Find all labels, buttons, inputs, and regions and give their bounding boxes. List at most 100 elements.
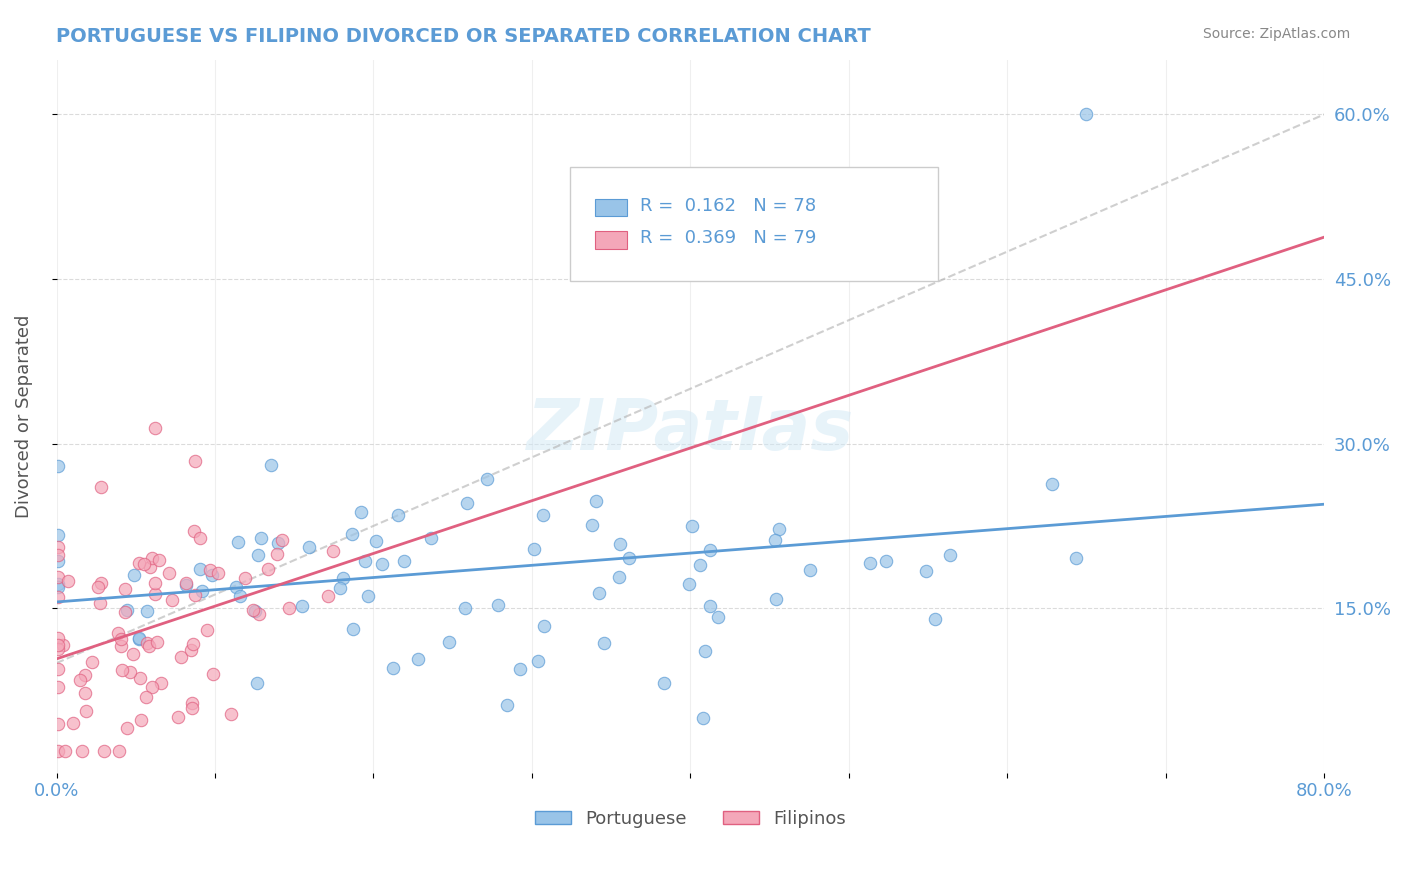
Point — [246, 675, 269, 690]
Point — [329, 582, 352, 596]
Point — [46, 716, 69, 731]
Point — [46, 744, 69, 758]
Point — [46, 631, 69, 645]
Point — [46, 591, 69, 605]
Point — [245, 604, 267, 618]
Point — [62, 716, 84, 731]
Point — [138, 640, 160, 654]
Point — [136, 636, 159, 650]
Point — [318, 589, 340, 603]
Point — [387, 508, 409, 523]
Point — [593, 635, 616, 649]
Point — [56, 574, 79, 589]
Point — [695, 644, 717, 658]
Point — [183, 454, 205, 468]
Point — [122, 648, 145, 662]
Text: PORTUGUESE VS FILIPINO DIVORCED OR SEPARATED CORRELATION CHART: PORTUGUESE VS FILIPINO DIVORCED OR SEPAR… — [56, 27, 870, 45]
Point — [768, 522, 790, 536]
Point — [370, 558, 392, 572]
Point — [392, 553, 415, 567]
Point — [406, 651, 429, 665]
Point — [191, 583, 214, 598]
Point — [799, 563, 821, 577]
Point — [533, 619, 555, 633]
Point — [46, 458, 69, 473]
Point — [266, 547, 288, 561]
Point — [1040, 476, 1063, 491]
Point — [143, 587, 166, 601]
Point — [90, 480, 112, 494]
Point — [110, 632, 132, 647]
Point — [166, 710, 188, 724]
Point — [207, 566, 229, 580]
Point — [93, 744, 115, 758]
Point — [90, 576, 112, 591]
Point — [69, 673, 91, 688]
Point — [692, 711, 714, 725]
Point — [699, 599, 721, 613]
Point — [201, 666, 224, 681]
Point — [904, 261, 927, 276]
Point — [120, 665, 142, 680]
Point — [875, 554, 897, 568]
Point — [366, 533, 388, 548]
Point — [46, 577, 69, 591]
Point — [46, 570, 69, 584]
Point — [342, 622, 364, 636]
Point — [46, 540, 69, 554]
Point — [475, 472, 498, 486]
Point — [322, 544, 344, 558]
Point — [174, 576, 197, 591]
Point — [246, 548, 269, 562]
Point — [250, 532, 273, 546]
Point — [135, 690, 157, 704]
Point — [1064, 550, 1087, 565]
Point — [260, 458, 283, 473]
Point — [157, 566, 180, 580]
Point — [228, 589, 250, 603]
Point — [110, 640, 132, 654]
Point — [270, 533, 292, 547]
Point — [681, 518, 703, 533]
Point — [107, 625, 129, 640]
Point — [585, 494, 607, 508]
Point — [139, 560, 162, 574]
Point — [342, 527, 364, 541]
Point — [456, 496, 478, 510]
Point — [146, 635, 169, 649]
Point — [188, 531, 211, 545]
Point — [225, 580, 247, 594]
Point — [527, 654, 550, 668]
Point — [170, 650, 193, 665]
Point — [247, 607, 270, 621]
Point — [581, 517, 603, 532]
Point — [332, 571, 354, 585]
Point — [1076, 107, 1098, 121]
Point — [128, 632, 150, 646]
Point — [357, 589, 380, 603]
Point — [128, 632, 150, 647]
Point — [183, 524, 205, 538]
Point — [354, 554, 377, 568]
Point — [454, 601, 477, 615]
Point — [46, 554, 69, 568]
Text: Source: ZipAtlas.com: Source: ZipAtlas.com — [1202, 27, 1350, 41]
Text: R =  0.162   N = 78: R = 0.162 N = 78 — [640, 197, 815, 215]
Point — [46, 638, 69, 652]
Point — [859, 556, 882, 570]
Point — [257, 561, 280, 575]
Point — [75, 704, 97, 718]
Point — [134, 557, 156, 571]
Point — [135, 604, 157, 618]
Point — [114, 605, 136, 619]
Point — [509, 662, 531, 676]
Point — [678, 577, 700, 591]
Point — [765, 533, 787, 547]
Point — [382, 661, 405, 675]
Point — [111, 663, 134, 677]
Point — [689, 558, 711, 572]
Point — [298, 541, 321, 555]
Text: ZIPatlas: ZIPatlas — [527, 396, 853, 465]
Point — [180, 642, 202, 657]
Point — [115, 721, 138, 735]
